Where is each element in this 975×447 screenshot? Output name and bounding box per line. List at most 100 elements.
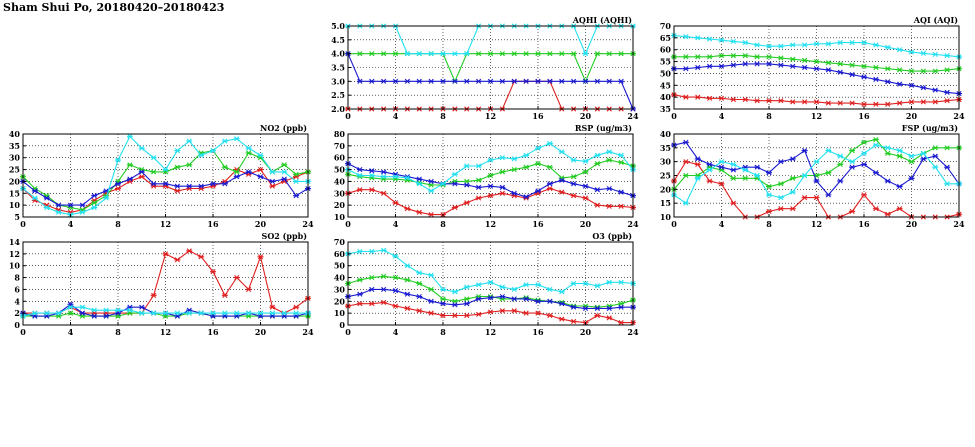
- data-point: [404, 263, 411, 269]
- data-point: [138, 166, 145, 173]
- data-point: [293, 193, 300, 199]
- data-point: [872, 206, 879, 212]
- data-point: [356, 172, 363, 179]
- data-point: [777, 159, 784, 165]
- data-point: [356, 187, 363, 193]
- data-point: [257, 152, 264, 158]
- data-point: [368, 274, 375, 281]
- data-point: [582, 51, 589, 57]
- x-tick-label: 4: [393, 219, 399, 229]
- data-point: [861, 63, 867, 69]
- data-point: [511, 190, 518, 196]
- x-tick-label: 4: [68, 219, 74, 229]
- data-point: [730, 161, 737, 168]
- data-point: [718, 164, 725, 170]
- x-tick-label: 16: [207, 327, 219, 337]
- data-point: [718, 167, 725, 173]
- data-point: [730, 96, 737, 103]
- data-point: [777, 195, 784, 201]
- data-point: [221, 181, 228, 187]
- data-point: [582, 169, 589, 175]
- data-point: [451, 178, 458, 185]
- series-green: [671, 136, 962, 192]
- data-point: [150, 169, 157, 175]
- data-point: [356, 248, 363, 255]
- x-tick-label: 8: [766, 219, 772, 229]
- data-point: [475, 177, 482, 183]
- data-point: [162, 181, 169, 187]
- data-point: [356, 277, 363, 283]
- y-tick-label: 65: [660, 33, 671, 43]
- data-point: [463, 182, 470, 188]
- data-point: [475, 78, 482, 84]
- data-point: [861, 101, 867, 107]
- data-point: [896, 67, 903, 73]
- data-point: [257, 254, 264, 260]
- data-point: [908, 49, 915, 55]
- data-point: [706, 36, 713, 42]
- data-point: [233, 136, 240, 142]
- data-point: [126, 176, 133, 182]
- y-tick-label: 20: [334, 296, 346, 306]
- chart-aqhi: AQHI (AQHI) 0 4 8 12 16 20 24 2.0 2.5 3.0 3.5 4.0 4.5…: [331, 15, 639, 121]
- data-point: [523, 310, 530, 316]
- data-point: [487, 172, 494, 179]
- data-point: [79, 310, 86, 316]
- data-point: [908, 82, 915, 88]
- data-point: [475, 51, 482, 57]
- data-point: [487, 309, 494, 315]
- data-point: [174, 148, 181, 154]
- data-point: [499, 284, 506, 290]
- x-tick-label: 0: [20, 219, 26, 229]
- data-point: [416, 308, 423, 314]
- data-point: [884, 145, 891, 151]
- chart-title: SO2 (ppb): [262, 231, 308, 241]
- data-point: [523, 152, 530, 158]
- y-tick-label: 30: [334, 188, 346, 198]
- data-point: [872, 142, 879, 148]
- y-tick-label: 0: [339, 320, 345, 330]
- series-green: [671, 53, 962, 74]
- data-point: [872, 42, 879, 48]
- series-blue: [345, 51, 636, 112]
- data-point: [31, 195, 38, 201]
- data-point: [487, 78, 494, 84]
- data-point: [682, 34, 689, 40]
- data-point: [511, 308, 518, 314]
- data-point: [694, 156, 701, 162]
- data-point: [594, 152, 601, 158]
- data-point: [606, 78, 613, 84]
- data-point: [356, 301, 363, 307]
- data-point: [404, 277, 411, 283]
- data-point: [138, 145, 145, 151]
- data-point: [91, 193, 98, 199]
- data-point: [932, 99, 939, 105]
- x-tick-label: 24: [953, 219, 965, 229]
- data-point: [281, 310, 288, 316]
- data-point: [872, 136, 879, 143]
- data-point: [837, 178, 844, 184]
- x-tick-label: 12: [160, 219, 171, 229]
- data-point: [944, 53, 951, 59]
- data-point: [174, 257, 181, 263]
- y-tick-label: 14: [9, 237, 21, 247]
- data-point: [594, 202, 601, 208]
- data-point: [766, 192, 772, 198]
- data-point: [546, 312, 553, 319]
- data-point: [356, 51, 363, 57]
- data-point: [404, 291, 411, 297]
- data-point: [932, 51, 939, 58]
- data-point: [861, 150, 867, 156]
- data-point: [55, 310, 62, 316]
- y-tick-label: 40: [334, 273, 346, 283]
- data-point: [103, 313, 110, 319]
- data-point: [884, 66, 891, 72]
- data-point: [174, 164, 181, 170]
- data-point: [849, 72, 856, 78]
- data-point: [896, 47, 903, 53]
- data-point: [210, 181, 216, 187]
- data-point: [861, 192, 867, 198]
- data-point: [742, 167, 749, 173]
- data-point: [233, 274, 240, 281]
- data-point: [570, 157, 577, 163]
